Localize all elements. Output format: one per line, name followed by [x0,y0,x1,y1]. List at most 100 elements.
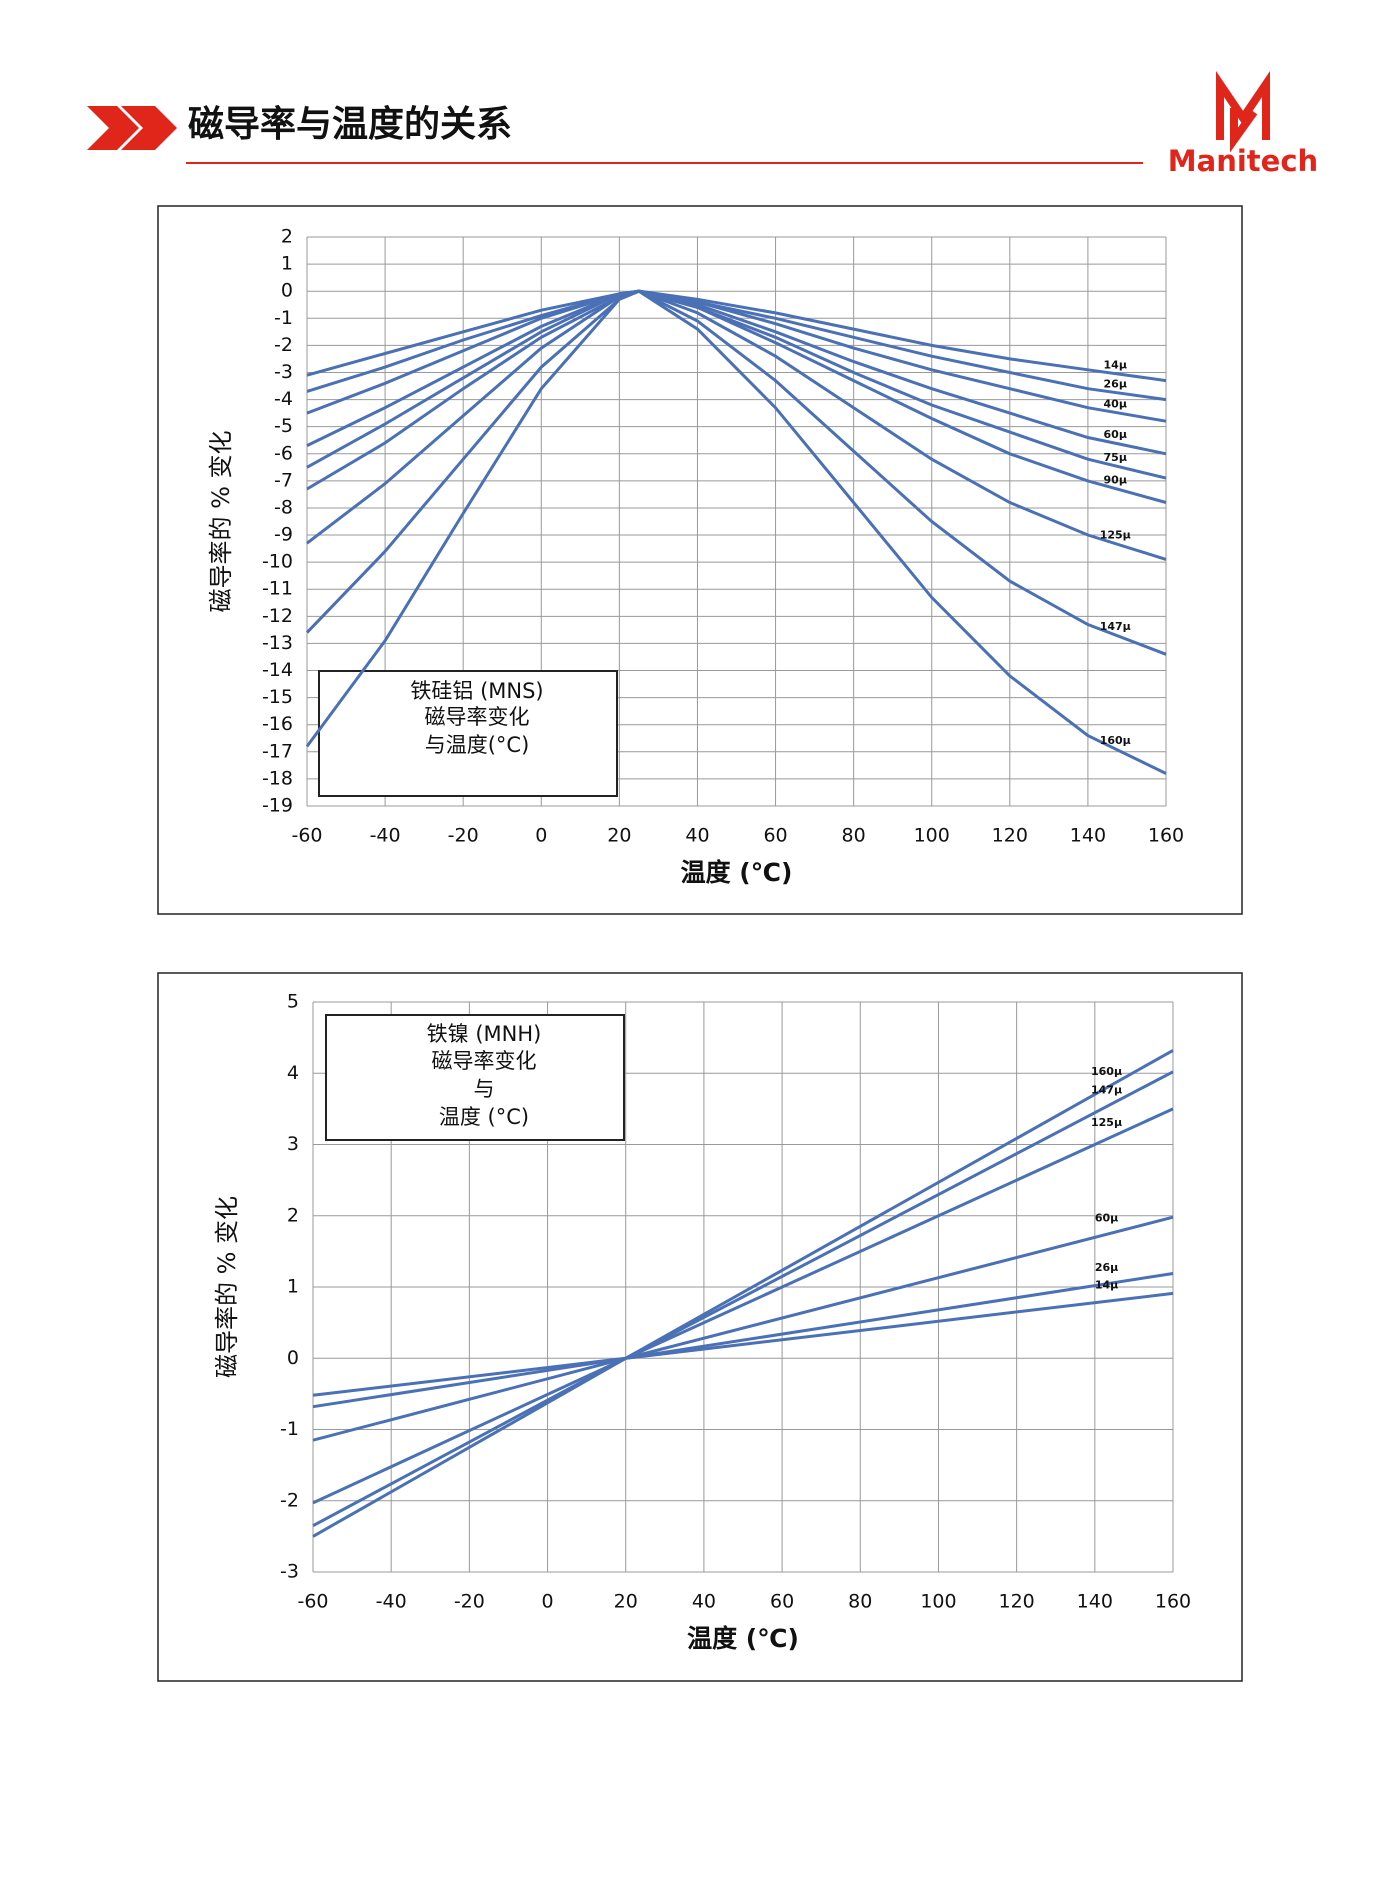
page-title: 磁导率与温度的关系 [188,103,512,145]
annotation-text: 铁硅铝 (MNS) [410,679,543,703]
series-label: 60μ [1104,428,1127,441]
logo-mark [1216,70,1270,153]
y-tick-label: 2 [287,1204,299,1226]
y-tick-label: -18 [262,767,293,789]
y-tick-label: -1 [274,307,293,329]
x-tick-label: -60 [291,825,322,847]
y-tick-label: -2 [280,1489,299,1511]
annotation-text: 与温度(°C) [425,733,530,757]
annotation-box [325,1014,625,1141]
series-line [306,289,1167,383]
x-tick-label: 120 [999,1591,1035,1613]
series-line [312,1107,1174,1505]
y-tick-label: 1 [287,1276,299,1298]
y-tick-label: 5 [287,991,299,1013]
series-line [306,289,1167,423]
series-line [306,289,1167,561]
chevron [121,106,177,150]
y-tick-label: 0 [287,1347,299,1369]
x-tick-label: 60 [770,1591,794,1613]
series-line [305,289,1167,775]
x-tick-label: 100 [920,1591,956,1613]
x-tick-label: 120 [992,825,1028,847]
x-tick-label: -60 [297,1591,328,1613]
y-axis-title: 磁导率的 % 变化 [207,430,235,612]
x-tick-label: 60 [763,825,787,847]
x-tick-label: 20 [607,825,631,847]
logo-text: Manitech [1168,144,1318,178]
chart-frame [157,205,1243,915]
annotation-text: 温度 (°C) [439,1105,529,1129]
y-tick-label: -15 [262,686,293,708]
y-tick-label: -16 [262,713,293,735]
x-tick-label: 20 [614,1591,638,1613]
y-tick-label: -19 [262,795,293,817]
y-tick-label: -10 [262,551,293,573]
y-tick-label: -2 [274,334,293,356]
annotation-text: 磁导率变化 [425,705,530,729]
x-tick-label: -40 [376,1591,407,1613]
x-tick-label: 0 [535,825,547,847]
series-line [305,289,1167,656]
series-label: 14μ [1104,359,1127,372]
x-tick-label: -20 [448,825,479,847]
y-tick-label: -5 [274,415,293,437]
series-label: 125μ [1091,1116,1122,1129]
chevron [87,106,139,150]
x-tick-label: 160 [1155,1591,1191,1613]
series-line [306,289,1167,504]
x-tick-label: 140 [1070,825,1106,847]
y-tick-label: -3 [280,1561,299,1583]
series-label: 26μ [1095,1261,1118,1274]
series-label: 147μ [1100,620,1131,633]
x-tick-label: 0 [541,1591,553,1613]
annotation-text: 与 [474,1077,495,1101]
y-tick-label: -17 [262,740,293,762]
x-tick-label: 80 [842,825,866,847]
series-label: 160μ [1091,1065,1122,1078]
annotation-text: 铁镍 (MNH) [427,1022,542,1046]
y-tick-label: 0 [281,280,293,302]
y-tick-label: -11 [262,578,293,600]
x-tick-label: -20 [454,1591,485,1613]
series-label: 90μ [1104,473,1127,486]
x-tick-label: -40 [370,825,401,847]
y-tick-label: -6 [274,442,293,464]
y-tick-label: -13 [262,632,293,654]
y-axis-title: 磁导率的 % 变化 [213,1196,241,1378]
y-tick-label: -4 [274,388,293,410]
series-label: 160μ [1100,734,1131,747]
annotation-box [318,670,618,797]
series-line [306,289,1167,456]
series-line [312,1215,1174,1442]
series-label: 75μ [1104,451,1127,464]
series-label: 125μ [1100,529,1131,542]
y-tick-label: 2 [281,226,293,248]
x-tick-label: 160 [1148,825,1184,847]
y-tick-label: -7 [274,469,293,491]
y-tick-label: -1 [280,1418,299,1440]
y-tick-label: -12 [262,605,293,627]
x-tick-label: 100 [914,825,950,847]
x-axis-title: 温度 (℃) [681,858,793,887]
y-tick-label: -14 [262,659,293,681]
series-label: 26μ [1104,378,1127,391]
series-label: 60μ [1095,1211,1118,1224]
series-label: 14μ [1095,1278,1118,1291]
chart-frame [157,972,1243,1682]
y-tick-label: 3 [287,1133,299,1155]
series-line [312,1291,1174,1397]
y-tick-label: -8 [274,496,293,518]
y-tick-label: 1 [281,253,293,275]
y-tick-label: -3 [274,361,293,383]
x-tick-label: 40 [692,1591,716,1613]
y-tick-label: -9 [274,524,293,546]
series-label: 147μ [1091,1084,1122,1097]
series-label: 40μ [1104,397,1127,410]
x-axis-title: 温度 (℃) [687,1624,799,1653]
x-tick-label: 80 [848,1591,872,1613]
y-tick-label: 4 [287,1062,299,1084]
annotation-text: 磁导率变化 [432,1049,537,1073]
x-tick-label: 40 [685,825,709,847]
